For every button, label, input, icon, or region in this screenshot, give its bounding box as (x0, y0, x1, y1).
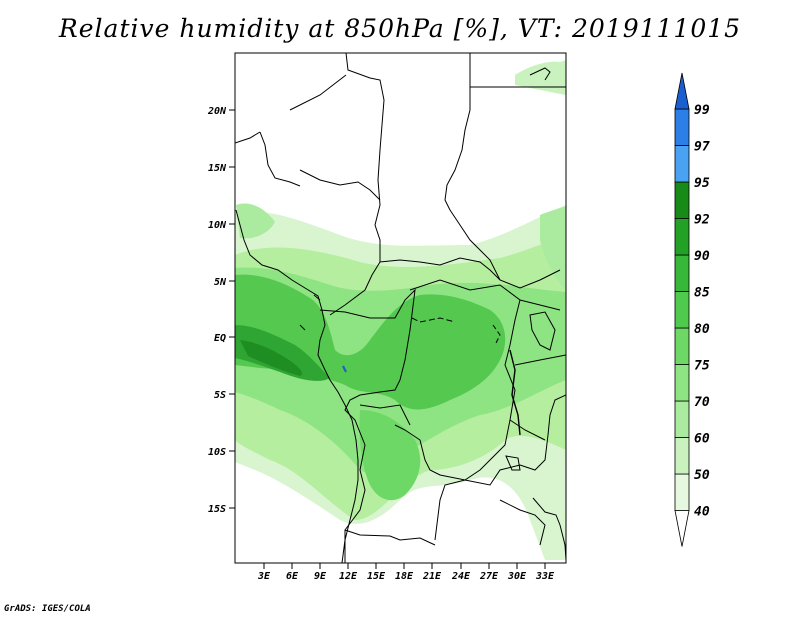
lon-tick-33e: 33E (535, 563, 555, 582)
colorbar-label-80: 80 (694, 322, 710, 337)
lat-label-eq: EQ (214, 333, 226, 344)
colorbar-label-40: 40 (694, 505, 710, 520)
lon-label-12e: 12E (339, 571, 358, 582)
lat-label-15s: 15S (208, 504, 226, 515)
colorbar-label-75: 75 (694, 359, 710, 374)
lon-label-24e: 24E (451, 571, 471, 582)
rh-85-region (235, 274, 506, 410)
lon-label-21e: 21E (422, 571, 442, 582)
colorbar-bin-70-75 (674, 364, 690, 402)
lat-label-15n: 15N (208, 163, 227, 174)
rh-80-region-north (236, 203, 275, 239)
lon-label-18e: 18E (395, 571, 414, 582)
plot-frame (234, 52, 567, 564)
colorbar-bin-95-97 (674, 145, 690, 183)
rh-75-region-east (540, 206, 566, 290)
lat-tick-15n: 15N (208, 163, 235, 174)
country-borders (235, 53, 566, 563)
colorbar: 40 50 60 70 75 80 85 90 92 95 97 99 (674, 72, 710, 547)
lon-tick-24e: 24E (451, 563, 471, 582)
lat-tick-20n: 20N (207, 106, 235, 117)
colorbar-label-70: 70 (694, 395, 710, 410)
colorbar-bin-97-99 (674, 108, 690, 146)
coastline (235, 67, 566, 563)
colorbar-bin-85-90 (674, 254, 690, 292)
lat-label-20n: 20N (207, 106, 227, 117)
lon-tick-3e: 3E (257, 563, 271, 582)
lat-label-5n: 5N (214, 277, 227, 288)
lat-label-10s: 10S (208, 447, 226, 458)
rh-90-region (235, 325, 330, 381)
rh-85-region-south (359, 410, 421, 501)
longitude-axis: 3E 6E 9E 12E 15E 18E 21E 24E 27E 30E 33E (257, 563, 555, 582)
lon-tick-9e: 9E (314, 563, 327, 582)
lat-tick-5s: 5S (214, 390, 235, 401)
colorbar-label-85: 85 (694, 286, 710, 301)
colorbar-label-50: 50 (694, 468, 710, 483)
lon-tick-6e: 6E (286, 563, 299, 582)
colorbar-bin-75-80 (674, 327, 690, 365)
rh-92-region (240, 340, 303, 376)
colorbar-bin-60-70 (674, 400, 690, 438)
colorbar-label-95: 95 (694, 176, 710, 191)
lat-label-5s: 5S (214, 390, 226, 401)
colorbar-bin-above-99 (674, 72, 690, 110)
colorbar-label-60: 60 (694, 432, 710, 447)
credit-label: GrADS: IGES/COLA (4, 604, 91, 614)
colorbar-bin-92-95 (674, 181, 690, 219)
lon-tick-30e: 30E (507, 563, 527, 582)
colorbar-bin-80-85 (674, 291, 690, 329)
rh-60-region-northeast (515, 60, 566, 95)
lat-tick-10n: 10N (208, 220, 235, 231)
lon-tick-21e: 21E (422, 563, 442, 582)
map-title: Relative humidity at 850hPa [%], VT: 201… (58, 14, 742, 43)
lon-label-30e: 30E (507, 571, 527, 582)
lat-tick-10s: 10S (208, 447, 235, 458)
colorbar-bin-40-50 (674, 473, 690, 511)
lon-tick-15e: 15E (367, 563, 386, 582)
lon-label-9e: 9E (314, 571, 327, 582)
lon-tick-18e: 18E (395, 563, 414, 582)
latitude-axis: 20N 15N 10N 5N EQ 5S 10S 15S (207, 106, 235, 515)
lon-tick-27e: 27E (479, 563, 499, 582)
lon-label-3e: 3E (257, 571, 271, 582)
lon-label-27e: 27E (479, 571, 499, 582)
colorbar-label-90: 90 (694, 249, 710, 264)
lon-label-15e: 15E (367, 571, 386, 582)
lat-tick-eq: EQ (214, 333, 235, 344)
lon-tick-12e: 12E (339, 563, 358, 582)
colorbar-bin-50-60 (674, 437, 690, 475)
lat-label-10n: 10N (208, 220, 227, 231)
colorbar-label-97: 97 (694, 140, 710, 155)
lon-label-6e: 6E (286, 571, 299, 582)
colorbar-bin-90-92 (674, 218, 690, 256)
lat-tick-5n: 5N (214, 277, 235, 288)
lat-tick-15s: 15S (208, 504, 235, 515)
colorbar-label-99: 99 (694, 103, 710, 118)
colorbar-bin-below-40 (674, 510, 690, 547)
colorbar-label-92: 92 (694, 213, 710, 228)
lon-label-33e: 33E (535, 571, 555, 582)
